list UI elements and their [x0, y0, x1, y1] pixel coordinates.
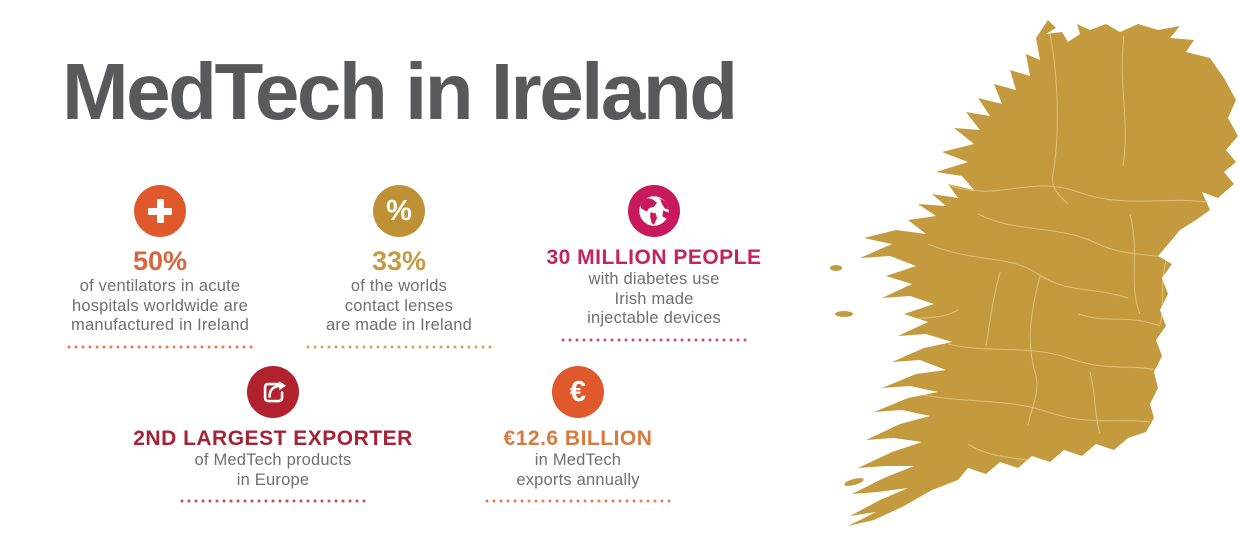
- dotted-divider: [179, 499, 367, 504]
- stat-value: 30 MILLION PEOPLE: [546, 246, 762, 269]
- percent-glyph: %: [386, 194, 412, 227]
- percent-icon: %: [373, 185, 425, 237]
- stat-line: contact lenses: [344, 296, 454, 315]
- stat-value: 33%: [371, 246, 427, 276]
- stat-line: with diabetes use: [588, 270, 720, 289]
- stat-exports-value: € €12.6 BILLION in MedTech exports annua…: [468, 366, 688, 504]
- stat-diabetes: 30 MILLION PEOPLE with diabetes use Iris…: [530, 185, 778, 342]
- stat-exporter: 2ND LARGEST EXPORTER of MedTech products…: [123, 366, 423, 504]
- dotted-divider: [66, 344, 254, 349]
- stat-line: hospitals worldwide are: [71, 296, 249, 315]
- euro-glyph: €: [569, 375, 587, 408]
- globe-icon: [628, 185, 680, 237]
- dotted-divider: [560, 337, 748, 342]
- dotted-divider: [305, 344, 493, 349]
- stat-value: €12.6 BILLION: [503, 427, 653, 450]
- stat-line: in MedTech: [534, 451, 622, 470]
- stat-value: 50%: [132, 246, 188, 276]
- stat-line: of ventilators in acute: [79, 277, 241, 296]
- stat-line: manufactured in Ireland: [71, 316, 249, 335]
- dotted-divider: [484, 499, 672, 504]
- export-icon: [247, 366, 299, 418]
- stat-line: injectable devices: [587, 309, 721, 328]
- euro-icon: €: [552, 366, 604, 418]
- plus-cross-shape: [148, 199, 172, 223]
- stat-value: 2ND LARGEST EXPORTER: [133, 427, 413, 450]
- stat-line: exports annually: [516, 470, 640, 489]
- stat-line: Irish made: [614, 289, 694, 308]
- stat-ventilators: 50% of ventilators in acute hospitals wo…: [48, 185, 272, 349]
- stat-line: in Europe: [236, 470, 310, 489]
- plus-icon: [134, 185, 186, 237]
- stat-contact-lenses: % 33% of the worlds contact lenses are m…: [294, 185, 504, 349]
- ireland-map: [828, 14, 1240, 534]
- page-title: MedTech in Ireland: [62, 47, 738, 136]
- stat-line: of MedTech products: [194, 451, 352, 470]
- stat-line: of the worlds: [350, 277, 448, 296]
- stat-line: are made in Ireland: [326, 316, 472, 335]
